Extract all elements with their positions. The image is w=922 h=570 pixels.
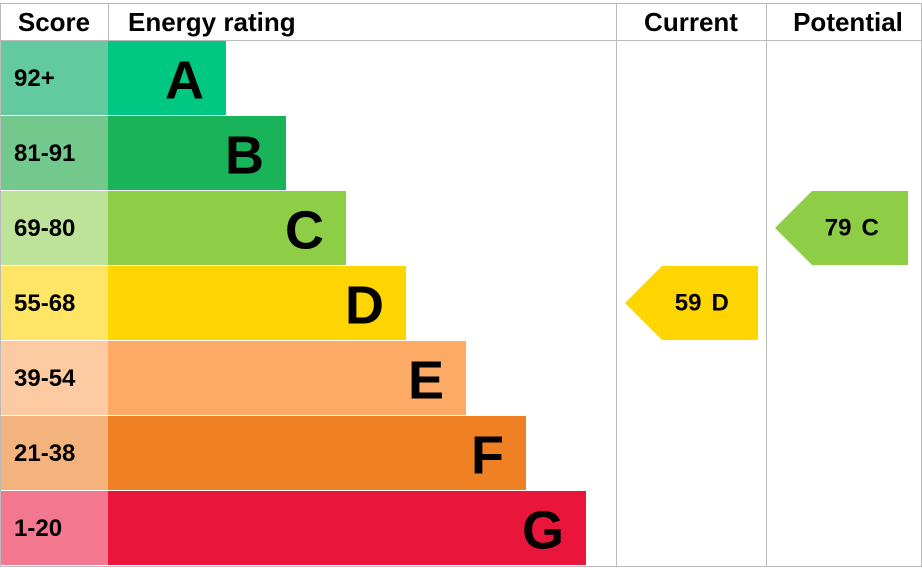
rating-bar bbox=[108, 191, 346, 265]
rating-bar bbox=[108, 41, 226, 115]
rating-letter: E bbox=[408, 351, 444, 411]
rating-letter: A bbox=[165, 51, 204, 111]
score-label: 92+ bbox=[14, 65, 55, 92]
score-cell bbox=[1, 191, 108, 265]
rating-letter: G bbox=[522, 501, 564, 561]
score-cell bbox=[1, 41, 108, 115]
potential-value: 79 bbox=[825, 215, 852, 242]
rating-bar bbox=[108, 341, 466, 415]
score-label: 55-68 bbox=[14, 290, 75, 317]
rating-letter: D bbox=[345, 276, 384, 336]
score-label: 21-38 bbox=[14, 440, 75, 467]
potential-rating: C bbox=[862, 215, 879, 242]
score-label: 39-54 bbox=[14, 365, 76, 392]
score-cell bbox=[1, 341, 108, 415]
header-rating: Energy rating bbox=[128, 7, 296, 37]
rating-bar bbox=[108, 116, 286, 190]
rating-bar bbox=[108, 491, 586, 565]
rating-letter: F bbox=[471, 426, 504, 486]
score-label: 81-91 bbox=[14, 140, 75, 167]
current-rating: D bbox=[712, 290, 729, 317]
current-value: 59 bbox=[675, 290, 702, 317]
rating-bar bbox=[108, 266, 406, 340]
rating-letter: C bbox=[285, 201, 324, 261]
score-cell bbox=[1, 266, 108, 340]
score-cell bbox=[1, 416, 108, 490]
header-current: Current bbox=[644, 7, 738, 37]
rating-letter: B bbox=[225, 126, 264, 186]
header-score: Score bbox=[18, 7, 90, 37]
score-label: 69-80 bbox=[14, 215, 75, 242]
score-cell bbox=[1, 116, 108, 190]
score-label: 1-20 bbox=[14, 515, 62, 542]
score-cell bbox=[1, 491, 108, 565]
potential-arrow bbox=[775, 191, 908, 265]
current-arrow bbox=[625, 266, 758, 340]
header-potential: Potential bbox=[793, 7, 903, 37]
rating-bar bbox=[108, 416, 526, 490]
